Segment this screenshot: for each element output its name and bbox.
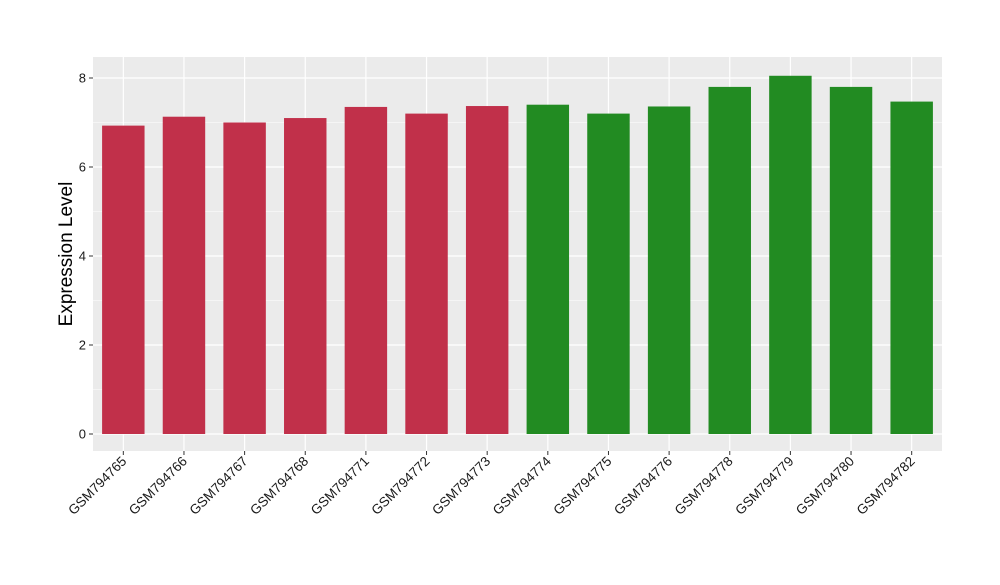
- y-axis: 0 2 4 6 8: [79, 71, 93, 442]
- bar-GSM794773: [465, 106, 509, 434]
- x-tick-label: GSM794774: [490, 453, 555, 518]
- x-tick-label: GSM794768: [247, 454, 311, 518]
- bar-GSM794765: [102, 125, 145, 435]
- bars: [102, 75, 933, 435]
- y-tick-label: 8: [79, 71, 86, 86]
- x-tick-label: GSM794773: [429, 454, 493, 518]
- x-tick-label: GSM794772: [368, 454, 432, 518]
- plot-panel: [93, 57, 942, 451]
- x-tick-label: GSM794771: [308, 454, 372, 518]
- x-tick-label: GSM794765: [65, 454, 129, 518]
- x-axis: GSM794765GSM794766GSM794767GSM794768GSM7…: [65, 451, 918, 518]
- y-tick-label: 6: [79, 160, 86, 175]
- y-tick-label: 4: [79, 249, 86, 264]
- bar-GSM794775: [587, 113, 630, 434]
- x-tick-label: GSM794766: [126, 454, 190, 518]
- bar-GSM794778: [708, 86, 751, 435]
- x-tick-label: GSM794778: [672, 454, 736, 518]
- bar-GSM794779: [769, 75, 812, 435]
- y-tick-label: 2: [79, 338, 86, 353]
- x-tick-label: GSM794782: [854, 454, 918, 518]
- bar-GSM794782: [890, 101, 933, 435]
- bar-GSM794776: [647, 106, 691, 434]
- y-axis-title: Expression Level: [56, 182, 77, 327]
- x-tick-label: GSM794779: [732, 454, 796, 518]
- bar-GSM794768: [284, 118, 327, 435]
- x-tick-label: GSM794776: [611, 454, 675, 518]
- x-tick-label: GSM794780: [793, 454, 857, 518]
- x-tick-label: GSM794767: [187, 454, 251, 518]
- bar-GSM794772: [405, 113, 448, 434]
- bar-GSM794767: [223, 122, 266, 434]
- y-tick-label: 0: [79, 427, 86, 442]
- bar-GSM794774: [526, 104, 570, 434]
- bar-GSM794780: [829, 86, 873, 435]
- bar-GSM794771: [344, 106, 388, 435]
- x-tick-label: GSM794775: [550, 454, 614, 518]
- bar-GSM794766: [162, 116, 206, 434]
